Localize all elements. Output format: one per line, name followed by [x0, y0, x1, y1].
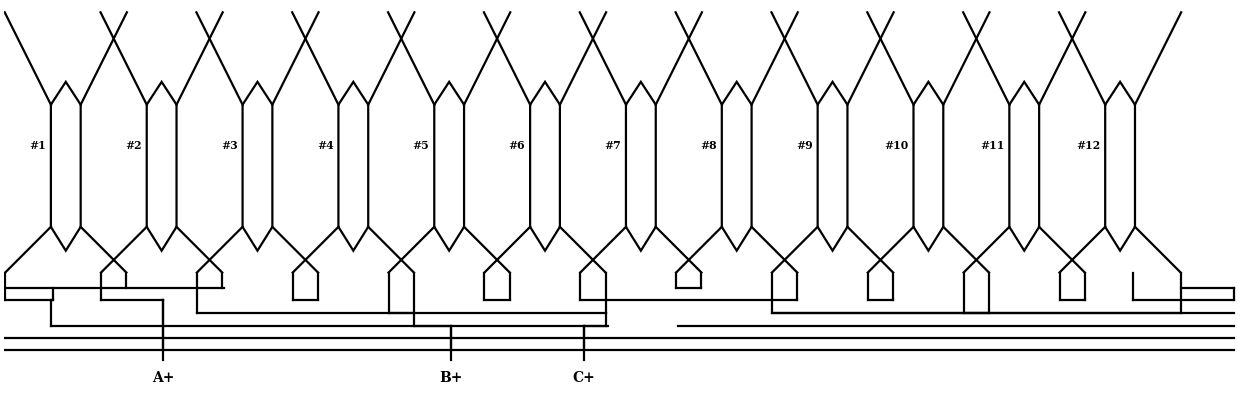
Text: #11: #11	[980, 139, 1004, 151]
Text: #1: #1	[30, 139, 46, 151]
Text: #12: #12	[1076, 139, 1100, 151]
Text: #9: #9	[796, 139, 812, 151]
Text: A+: A+	[153, 370, 175, 384]
Text: #4: #4	[317, 139, 334, 151]
Text: C+: C+	[573, 370, 595, 384]
Text: #2: #2	[125, 139, 141, 151]
Text: #6: #6	[508, 139, 526, 151]
Text: #8: #8	[701, 139, 717, 151]
Text: #5: #5	[413, 139, 429, 151]
Text: #3: #3	[221, 139, 238, 151]
Text: B+: B+	[439, 370, 463, 384]
Text: #7: #7	[604, 139, 621, 151]
Text: #10: #10	[884, 139, 909, 151]
